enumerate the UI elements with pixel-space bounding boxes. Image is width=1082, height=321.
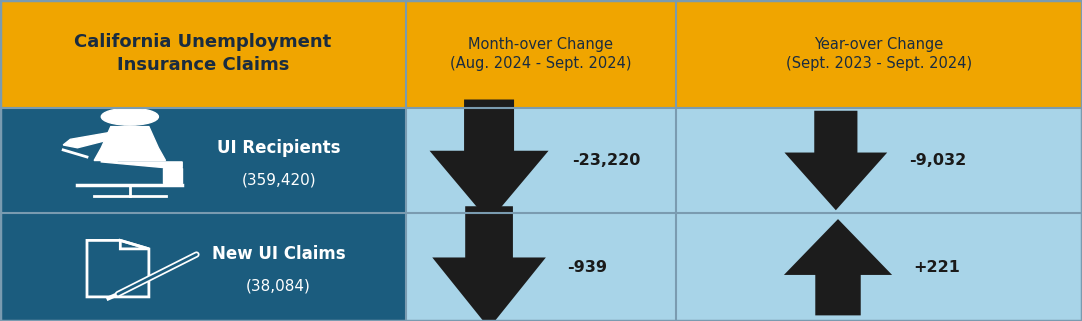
Bar [406, 213, 676, 321]
Text: Month-over Change
(Aug. 2024 - Sept. 2024): Month-over Change (Aug. 2024 - Sept. 202… [450, 37, 632, 71]
Bar [406, 108, 676, 213]
Text: (359,420): (359,420) [241, 172, 316, 187]
Polygon shape [784, 111, 887, 210]
Polygon shape [94, 126, 166, 160]
Text: (38,084): (38,084) [247, 279, 311, 294]
Polygon shape [783, 219, 892, 315]
Bar [0, 213, 406, 321]
Text: -23,220: -23,220 [572, 153, 641, 168]
Text: Year-over Change
(Sept. 2023 - Sept. 2024): Year-over Change (Sept. 2023 - Sept. 202… [786, 37, 973, 71]
Bar [676, 108, 1082, 213]
Polygon shape [102, 157, 182, 168]
Text: -939: -939 [568, 260, 607, 275]
Text: UI Recipients: UI Recipients [216, 139, 341, 157]
Text: -9,032: -9,032 [909, 153, 966, 168]
Bar [0, 108, 406, 213]
Polygon shape [433, 206, 546, 321]
Polygon shape [430, 100, 549, 221]
Bar [406, 0, 676, 108]
Bar [0, 0, 406, 108]
Text: New UI Claims: New UI Claims [212, 245, 345, 264]
Text: +221: +221 [913, 260, 961, 275]
Polygon shape [163, 168, 182, 183]
Circle shape [102, 108, 158, 125]
Bar [676, 0, 1082, 108]
Bar [676, 213, 1082, 321]
Text: California Unemployment
Insurance Claims: California Unemployment Insurance Claims [75, 33, 331, 74]
Polygon shape [63, 132, 110, 148]
